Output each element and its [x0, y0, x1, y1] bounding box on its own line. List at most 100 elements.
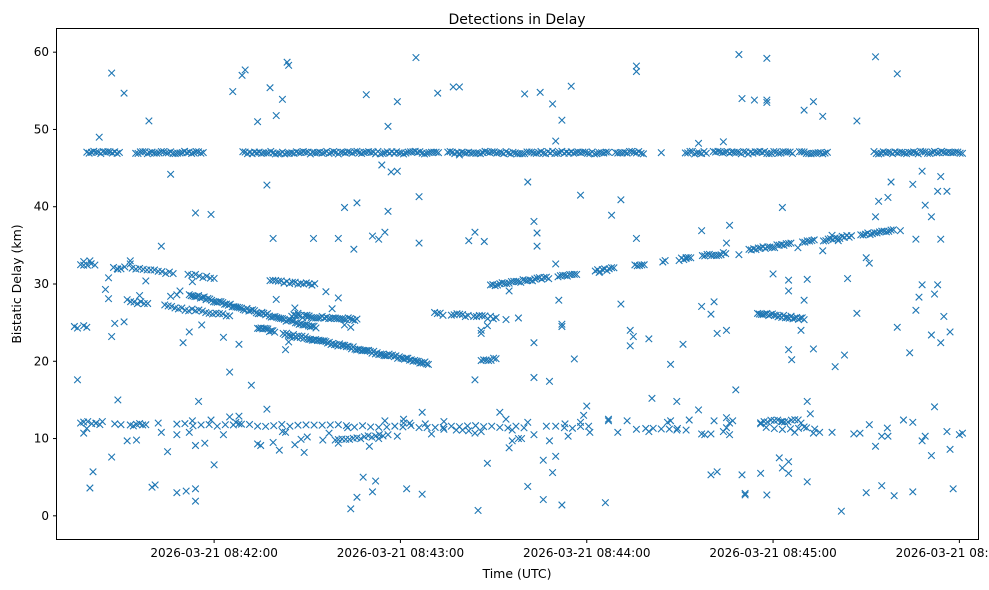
detection-marker: [201, 439, 209, 447]
detection-marker: [806, 410, 815, 418]
detection-marker: [896, 226, 905, 235]
detection-marker: [471, 228, 479, 236]
track-marker: [157, 147, 166, 156]
detection-marker: [73, 376, 82, 384]
track-marker: [139, 421, 147, 429]
detection-marker: [347, 505, 355, 513]
track-marker: [805, 237, 814, 245]
track-marker: [115, 148, 124, 157]
detection-marker: [850, 430, 858, 438]
x-axis-label: Time (UTC): [481, 566, 551, 581]
track-marker: [434, 148, 443, 157]
track-marker: [195, 272, 203, 280]
detection-marker: [912, 306, 920, 314]
track-marker: [496, 423, 504, 432]
track-marker: [225, 312, 234, 320]
track-marker: [318, 149, 326, 157]
track-marker: [802, 424, 811, 432]
track-marker: [271, 312, 279, 321]
track-marker: [484, 356, 493, 365]
detection-marker: [477, 326, 485, 335]
detection-marker: [83, 424, 91, 433]
detection-marker: [157, 428, 166, 437]
detection-marker: [477, 427, 485, 436]
detection-marker: [871, 53, 880, 61]
detection-marker: [496, 408, 504, 416]
detection-marker: [247, 381, 256, 389]
track-marker: [140, 299, 148, 308]
detection-marker: [809, 429, 818, 437]
track-marker: [415, 423, 423, 432]
detection-marker: [440, 417, 448, 426]
detection-marker: [384, 122, 392, 131]
detection-marker: [235, 340, 243, 348]
track-marker: [294, 311, 302, 319]
track-marker: [143, 299, 152, 308]
detection-marker: [685, 416, 693, 424]
track-marker: [520, 424, 528, 432]
detection-marker: [890, 492, 898, 500]
detection-marker: [545, 377, 554, 386]
track-marker: [366, 423, 375, 431]
detection-marker: [927, 213, 936, 221]
detection-marker: [334, 234, 343, 243]
detection-marker: [80, 429, 88, 437]
detection-marker: [576, 418, 585, 427]
detection-marker: [418, 490, 426, 498]
detection-marker: [943, 187, 951, 195]
detection-marker: [86, 257, 94, 265]
track-marker: [258, 308, 266, 316]
detection-marker: [142, 277, 150, 285]
detection-marker: [381, 228, 389, 236]
detection-marker: [607, 211, 616, 219]
detection-marker: [241, 66, 249, 74]
track-marker: [649, 424, 657, 433]
track-marker: [808, 236, 816, 245]
detection-marker: [933, 187, 942, 195]
y-axis-ticks: 0 10 20 30 40 50 60: [34, 45, 57, 523]
detection-marker: [738, 94, 746, 103]
detection-marker: [393, 432, 402, 440]
track-marker: [702, 149, 710, 157]
detection-marker: [117, 420, 125, 429]
detection-marker: [148, 483, 156, 491]
track-marker: [288, 149, 296, 157]
track-marker: [159, 147, 168, 156]
detection-marker: [483, 322, 492, 330]
detection-marker: [791, 428, 799, 437]
detection-marker: [946, 445, 954, 454]
detection-marker: [263, 405, 271, 413]
detection-marker: [477, 329, 485, 338]
y-tick-label: 10: [34, 432, 49, 446]
track-marker: [926, 149, 934, 158]
track-marker: [84, 417, 92, 426]
track-marker: [780, 418, 789, 426]
detection-marker: [114, 265, 122, 274]
y-tick-label: 0: [41, 509, 49, 523]
detection-marker: [281, 428, 290, 437]
detection-marker: [179, 339, 187, 347]
detection-marker: [552, 452, 560, 461]
detection-marker: [803, 478, 811, 486]
detection-marker: [722, 326, 731, 335]
track-marker: [491, 282, 499, 290]
detection-marker: [784, 287, 793, 295]
detection-marker: [107, 453, 116, 461]
track-marker: [85, 149, 93, 157]
detection-marker: [732, 386, 740, 394]
track-marker: [786, 425, 795, 433]
detection-marker: [632, 425, 641, 433]
detection-marker: [517, 434, 526, 443]
track-marker: [602, 148, 610, 156]
detection-marker: [291, 304, 299, 312]
detection-marker: [539, 456, 547, 464]
detection-marker: [384, 430, 392, 439]
detection-marker: [874, 197, 883, 206]
detection-marker: [530, 339, 538, 347]
detection-marker: [524, 178, 532, 186]
detection-marker: [365, 442, 374, 450]
detection-marker: [645, 335, 653, 343]
detection-marker: [151, 481, 159, 489]
detection-marker: [269, 234, 277, 243]
detection-marker: [878, 432, 886, 440]
